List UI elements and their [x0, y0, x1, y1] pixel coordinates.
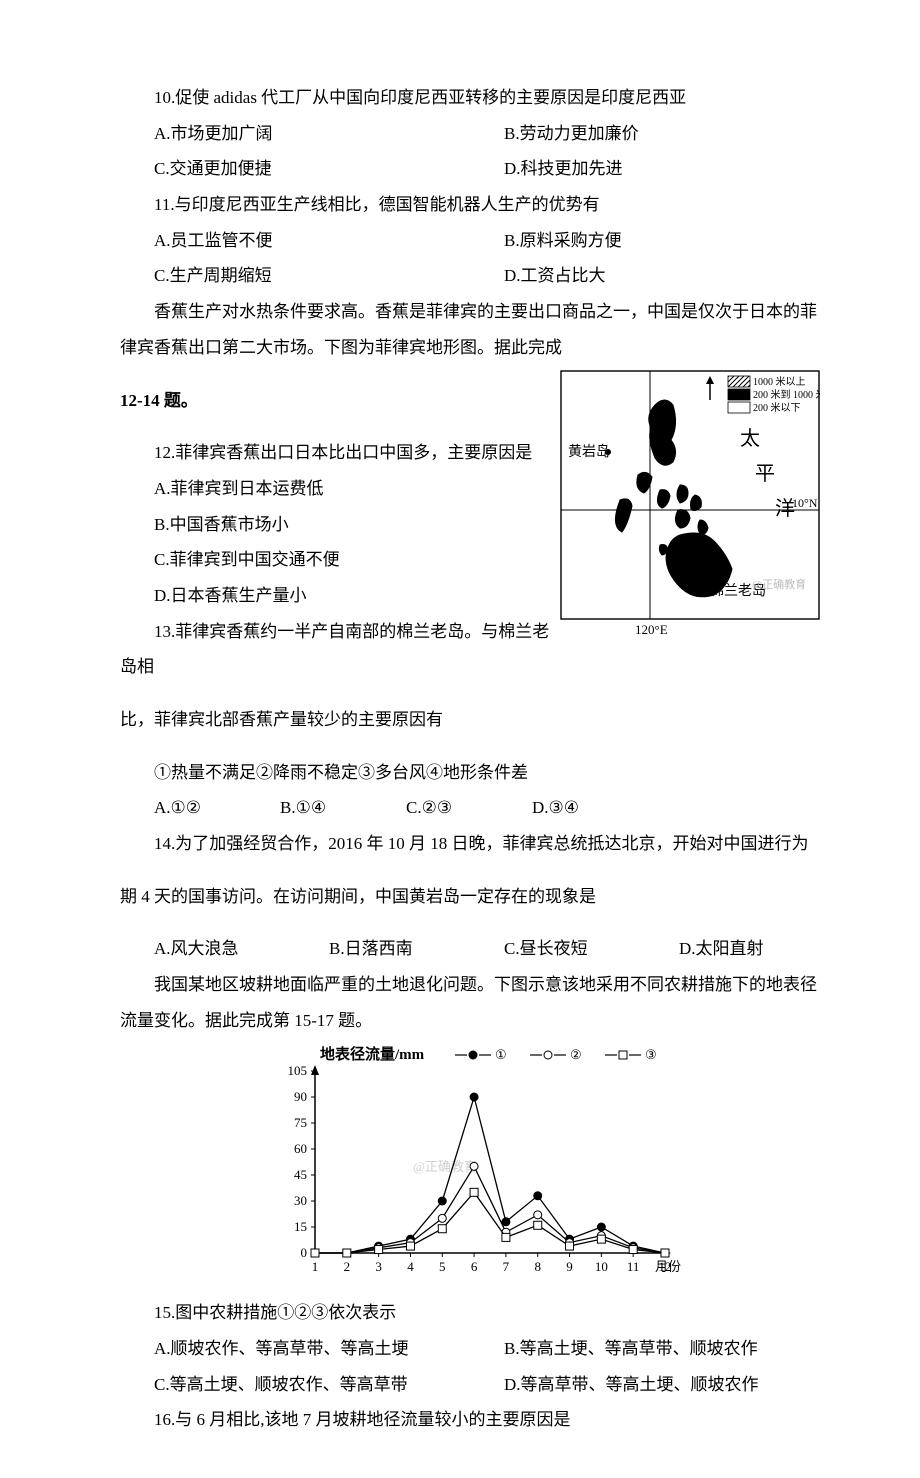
q14-stem: 14.为了加强经贸合作，2016 年 10 月 18 日晚，菲律宾总统抵达北京，…	[120, 826, 820, 862]
q11-opt-c: C.生产周期缩短	[120, 258, 470, 294]
svg-text:10: 10	[595, 1259, 608, 1274]
svg-text:0: 0	[301, 1245, 308, 1260]
map-watermark: @正确教育	[752, 577, 806, 591]
svg-text:月份: 月份	[655, 1259, 681, 1274]
q16-stem: 16.与 6 月相比,该地 7 月坡耕地径流量较小的主要原因是	[120, 1402, 820, 1438]
q14-opt-c: C.昼长夜短	[470, 931, 645, 967]
huangyan-label: 黄岩岛	[568, 443, 610, 460]
q11-stem: 11.与印度尼西亚生产线相比，德国智能机器人生产的优势有	[120, 187, 820, 223]
svg-text:1: 1	[312, 1259, 319, 1274]
ctx12-14-p1: 香蕉生产对水热条件要求高。香蕉是菲律宾的主要出口商品之一，中国是仅次于日本的菲律…	[120, 294, 820, 365]
ping-label: 平	[755, 463, 775, 485]
q13-opt-b: B.①④	[246, 790, 372, 826]
q15-stem: 15.图中农耕措施①②③依次表示	[120, 1295, 820, 1331]
runoff-chart: 地表径流量/mm①②③01530456075901051234567891011…	[120, 1043, 820, 1296]
svg-text:②: ②	[570, 1047, 582, 1062]
q15-opt-c: C.等高土埂、顺坡农作、等高草带	[120, 1367, 470, 1403]
q10-opt-b: B.劳动力更加廉价	[470, 116, 820, 152]
lon-label: 120°E	[635, 622, 668, 637]
page: 10.促使 adidas 代工厂从中国向印度尼西亚转移的主要原因是印度尼西亚 A…	[0, 0, 920, 1478]
svg-text:11: 11	[627, 1259, 640, 1274]
q15-row1: A.顺坡农作、等高草带、等高土埂 B.等高土埂、等高草带、顺坡农作	[120, 1331, 820, 1367]
q10-row2: C.交通更加便捷 D.科技更加先进	[120, 151, 820, 187]
svg-text:30: 30	[294, 1193, 307, 1208]
svg-text:4: 4	[407, 1259, 414, 1274]
svg-text:@正确教育: @正确教育	[413, 1159, 477, 1174]
q10-row1: A.市场更加广阔 B.劳动力更加廉价	[120, 116, 820, 152]
q13-choices: ①热量不满足②降雨不稳定③多台风④地形条件差	[120, 755, 820, 791]
q10-stem: 10.促使 adidas 代工厂从中国向印度尼西亚转移的主要原因是印度尼西亚	[120, 80, 820, 116]
svg-text:3: 3	[375, 1259, 382, 1274]
q14-opts: A.风大浪急 B.日落西南 C.昼长夜短 D.太阳直射	[120, 931, 820, 967]
svg-text:7: 7	[503, 1259, 510, 1274]
q11-opt-a: A.员工监管不便	[120, 223, 470, 259]
svg-text:地表径流量/mm: 地表径流量/mm	[320, 1045, 425, 1063]
svg-text:60: 60	[294, 1141, 307, 1156]
tai-label: 太	[740, 427, 760, 450]
q11-opt-b: B.原料采购方便	[470, 223, 820, 259]
q15-opt-a: A.顺坡农作、等高草带、等高土埂	[120, 1331, 470, 1367]
ctx15-17-p1: 我国某地区坡耕地面临严重的土地退化问题。下图示意该地采用不同农耕措施下的地表径流…	[120, 967, 820, 1038]
map-svg: 1000 米以上 200 米到 1000 米 200 米以下 10°N 120°…	[560, 370, 820, 640]
svg-text:15: 15	[294, 1219, 307, 1234]
q11-opt-d: D.工资占比大	[470, 258, 820, 294]
q14-opt-b: B.日落西南	[295, 931, 470, 967]
svg-text:75: 75	[294, 1115, 307, 1130]
q14-opt-a: A.风大浪急	[120, 931, 295, 967]
svg-text:6: 6	[471, 1259, 478, 1274]
svg-text:45: 45	[294, 1167, 307, 1182]
q15-row2: C.等高土埂、顺坡农作、等高草带 D.等高草带、等高土埂、顺坡农作	[120, 1367, 820, 1403]
q13-stem2: 比，菲律宾北部香蕉产量较少的主要原因有	[120, 702, 820, 738]
q13-opts: A.①② B.①④ C.②③ D.③④	[120, 790, 820, 826]
philippines-map: 1000 米以上 200 米到 1000 米 200 米以下 10°N 120°…	[560, 370, 820, 640]
legend-1000: 1000 米以上	[753, 375, 806, 388]
chart-svg: 地表径流量/mm①②③01530456075901051234567891011…	[255, 1043, 685, 1283]
svg-text:①: ①	[495, 1047, 507, 1062]
q15-opt-d: D.等高草带、等高土埂、顺坡农作	[470, 1367, 820, 1403]
svg-text:5: 5	[439, 1259, 446, 1274]
legend-200: 200 米以下	[753, 401, 801, 414]
q13-opt-a: A.①②	[120, 790, 246, 826]
svg-text:9: 9	[566, 1259, 573, 1274]
svg-text:90: 90	[294, 1089, 307, 1104]
q15-opt-b: B.等高土埂、等高草带、顺坡农作	[470, 1331, 820, 1367]
q13-opt-d: D.③④	[498, 790, 624, 826]
svg-text:8: 8	[534, 1259, 541, 1274]
q10-opt-a: A.市场更加广阔	[120, 116, 470, 152]
q10-opt-d: D.科技更加先进	[470, 151, 820, 187]
q10-opt-c: C.交通更加便捷	[120, 151, 470, 187]
svg-text:2: 2	[344, 1259, 351, 1274]
lat-label: 10°N	[792, 496, 818, 510]
legend-200-1000: 200 米到 1000 米	[753, 388, 820, 401]
q14-opt-d: D.太阳直射	[645, 931, 820, 967]
q14-stem2: 期 4 天的国事访问。在访问期间，中国黄岩岛一定存在的现象是	[120, 879, 820, 915]
q11-row2: C.生产周期缩短 D.工资占比大	[120, 258, 820, 294]
svg-text:③: ③	[645, 1047, 657, 1062]
yang-label: 洋	[775, 497, 795, 520]
q11-row1: A.员工监管不便 B.原料采购方便	[120, 223, 820, 259]
svg-text:105: 105	[288, 1063, 308, 1078]
q13-opt-c: C.②③	[372, 790, 498, 826]
